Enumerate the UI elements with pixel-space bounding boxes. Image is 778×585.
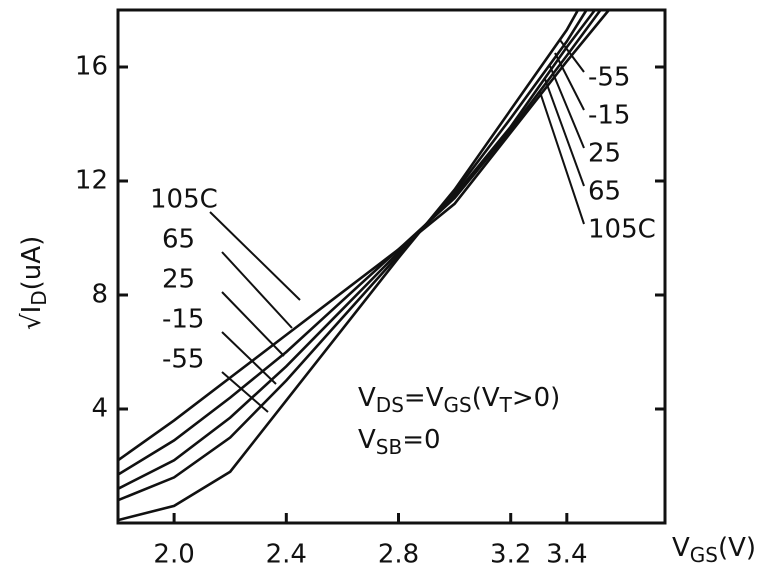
curve — [117, 9, 602, 476]
annotation: VSB=0 — [358, 425, 441, 459]
text-part: (V) — [718, 533, 756, 563]
x-tick-label: 2.0 — [153, 540, 194, 570]
curve — [117, 9, 596, 490]
series-label: 25 — [588, 139, 621, 169]
y-tick-label: 8 — [91, 280, 108, 310]
x-tick-label: 3.4 — [546, 540, 587, 570]
text-part: DS — [376, 393, 404, 417]
y-tick-label: 12 — [75, 166, 108, 196]
y-tick-label: 16 — [75, 52, 108, 82]
text-part: SB — [376, 435, 402, 459]
x-tick-label: 3.2 — [490, 540, 531, 570]
text-part: (V — [472, 383, 500, 413]
text-part: V — [358, 383, 376, 413]
curve — [117, 9, 610, 462]
text-part: T — [499, 393, 513, 417]
annotation: VDS=VGS(VT>0) — [358, 383, 560, 417]
series-label: -55 — [162, 345, 204, 375]
x-tick-label: 2.4 — [266, 540, 307, 570]
leader-line — [221, 331, 277, 385]
leader-line — [559, 39, 585, 73]
text-part: =0 — [402, 425, 440, 455]
x-axis-label: VGS(V) — [672, 533, 756, 567]
text-part: =V — [404, 383, 444, 413]
leader-line — [209, 211, 301, 301]
plot-frame — [116, 8, 667, 525]
series-label: 25 — [162, 265, 195, 295]
leader-line — [544, 78, 585, 187]
text-part: D — [27, 290, 51, 305]
curve — [117, 9, 580, 522]
y-axis-label: √ID(uA) — [17, 236, 51, 330]
text-part: √I — [17, 306, 47, 330]
text-part: V — [672, 533, 690, 563]
x-tick-label: 2.8 — [378, 540, 419, 570]
text-part: >0) — [512, 383, 560, 413]
text-part: GS — [690, 543, 718, 567]
leader-line — [221, 291, 285, 357]
leader-line — [539, 91, 585, 225]
series-label: 105C — [588, 215, 656, 245]
series-label: 105C — [150, 185, 218, 215]
series-label: 65 — [162, 225, 195, 255]
series-label: -15 — [162, 305, 204, 335]
leader-line — [221, 251, 293, 329]
series-label: -15 — [588, 101, 630, 131]
text-part: (uA) — [17, 236, 47, 291]
text-part: GS — [443, 393, 471, 417]
series-label: -55 — [588, 63, 630, 93]
leader-line — [554, 52, 585, 111]
text-part: V — [358, 425, 376, 455]
leader-line — [221, 371, 269, 413]
curve — [117, 9, 588, 502]
leader-line — [549, 65, 585, 149]
series-label: 65 — [588, 177, 621, 207]
y-tick-label: 4 — [91, 394, 108, 424]
